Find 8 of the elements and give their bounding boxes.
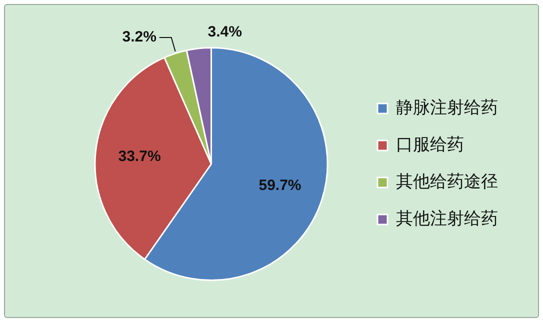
data-label: 59.7%	[258, 176, 302, 194]
data-label: 33.7%	[118, 148, 161, 166]
legend-label: 静脉注射给药	[396, 98, 498, 118]
data-label: 3.4%	[208, 24, 242, 41]
legend-label: 口服给药	[396, 134, 464, 155]
data-label: 3.2%	[122, 28, 156, 46]
legend-label: 其他注射给药	[396, 208, 498, 229]
legend-label: 其他给药途径	[396, 172, 498, 192]
